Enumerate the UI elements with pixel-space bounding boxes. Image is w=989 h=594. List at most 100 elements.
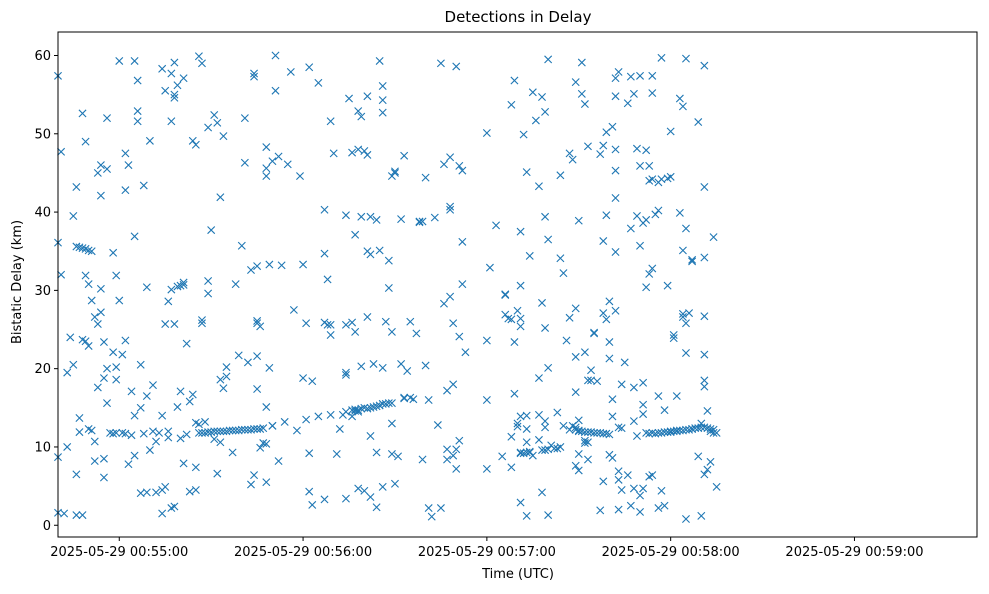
data-point-marker — [286, 67, 295, 76]
data-point-marker — [124, 161, 133, 170]
data-point-marker — [99, 338, 108, 347]
data-point-marker — [194, 428, 203, 437]
data-point-marker — [556, 442, 565, 451]
data-point-marker — [541, 107, 550, 116]
data-point-marker — [191, 486, 200, 495]
data-point-marker — [636, 507, 645, 516]
data-point-marker — [608, 412, 617, 421]
data-point-marker — [103, 114, 112, 123]
data-point-marker — [176, 387, 185, 396]
data-point-marker — [559, 269, 568, 278]
data-point-marker — [449, 380, 458, 389]
data-point-marker — [341, 494, 350, 503]
data-point-marker — [482, 464, 491, 473]
data-point-marker — [308, 377, 317, 386]
data-point-marker — [562, 336, 571, 345]
data-point-marker — [99, 473, 108, 482]
data-point-marker — [216, 375, 225, 384]
data-point-marker — [605, 354, 614, 363]
data-point-marker — [253, 262, 262, 271]
data-point-marker — [329, 149, 338, 158]
data-point-marker — [544, 511, 553, 520]
data-point-marker — [348, 406, 357, 415]
data-point-marker — [372, 448, 381, 457]
data-point-marker — [614, 67, 623, 76]
data-point-marker — [593, 377, 602, 386]
data-point-marker — [571, 388, 580, 397]
data-point-marker — [626, 501, 635, 510]
data-point-marker — [663, 281, 672, 290]
data-point-marker — [335, 424, 344, 433]
data-point-marker — [90, 437, 99, 446]
data-point-marker — [639, 484, 648, 493]
data-point-marker — [351, 406, 360, 415]
x-axis-ticks: 2025-05-29 00:55:00 2025-05-29 00:56:00 20… — [50, 537, 924, 560]
data-point-marker — [240, 158, 249, 167]
data-point-marker — [629, 383, 638, 392]
data-point-marker — [654, 392, 663, 401]
data-point-marker — [308, 500, 317, 509]
data-point-marker — [96, 284, 105, 293]
data-point-marker — [700, 350, 709, 359]
data-point-marker — [314, 78, 323, 87]
data-point-marker — [256, 424, 265, 433]
data-point-marker — [522, 511, 531, 520]
data-point-marker — [556, 171, 565, 180]
data-point-marker — [112, 428, 121, 437]
data-point-marker — [320, 249, 329, 258]
data-point-marker — [712, 428, 721, 437]
data-point-marker — [528, 451, 537, 460]
data-point-marker — [697, 419, 706, 428]
data-point-marker — [553, 408, 562, 417]
data-point-marker — [191, 463, 200, 472]
data-point-marker — [525, 251, 534, 260]
data-point-marker — [259, 424, 268, 433]
data-point-marker — [666, 127, 675, 136]
data-point-marker — [605, 338, 614, 347]
data-point-marker — [531, 116, 540, 125]
data-point-marker — [534, 410, 543, 419]
data-point-marker — [565, 149, 574, 158]
data-point-marker — [375, 56, 384, 65]
data-point-marker — [675, 208, 684, 217]
data-point-marker — [247, 266, 255, 275]
data-point-marker — [161, 86, 170, 95]
data-point-marker — [626, 72, 635, 81]
data-point-marker — [112, 271, 121, 280]
data-point-marker — [617, 486, 626, 495]
data-point-marker — [109, 348, 118, 357]
data-point-marker — [648, 89, 657, 98]
data-point-marker — [629, 89, 638, 98]
data-point-marker — [332, 450, 341, 458]
data-point-marker — [538, 298, 546, 307]
data-point-marker — [648, 175, 657, 184]
data-point-marker — [158, 411, 167, 420]
data-point-marker — [109, 248, 118, 257]
data-point-marker — [583, 438, 592, 447]
data-point-marker — [571, 78, 580, 87]
data-point-marker — [443, 455, 452, 464]
data-point-marker — [152, 488, 161, 497]
data-point-marker — [605, 297, 614, 306]
data-point-marker — [103, 399, 112, 408]
data-point-marker — [574, 416, 583, 425]
data-point-marker — [574, 426, 583, 435]
data-point-marker — [387, 419, 396, 428]
data-point-marker — [72, 242, 81, 251]
data-point-marker — [96, 308, 105, 317]
data-point-marker — [534, 435, 543, 444]
y-tick-label: 50 — [34, 127, 51, 142]
data-point-marker — [262, 478, 271, 487]
data-point-marker — [516, 314, 525, 323]
data-point-marker — [305, 487, 314, 496]
data-points — [54, 51, 721, 523]
data-point-marker — [173, 81, 182, 90]
data-point-marker — [262, 143, 271, 152]
data-point-marker — [253, 385, 262, 394]
data-point-marker — [629, 417, 638, 426]
data-point-marker — [685, 309, 694, 318]
data-point-marker — [611, 166, 620, 175]
data-point-marker — [296, 172, 304, 181]
data-point-marker — [164, 427, 173, 436]
